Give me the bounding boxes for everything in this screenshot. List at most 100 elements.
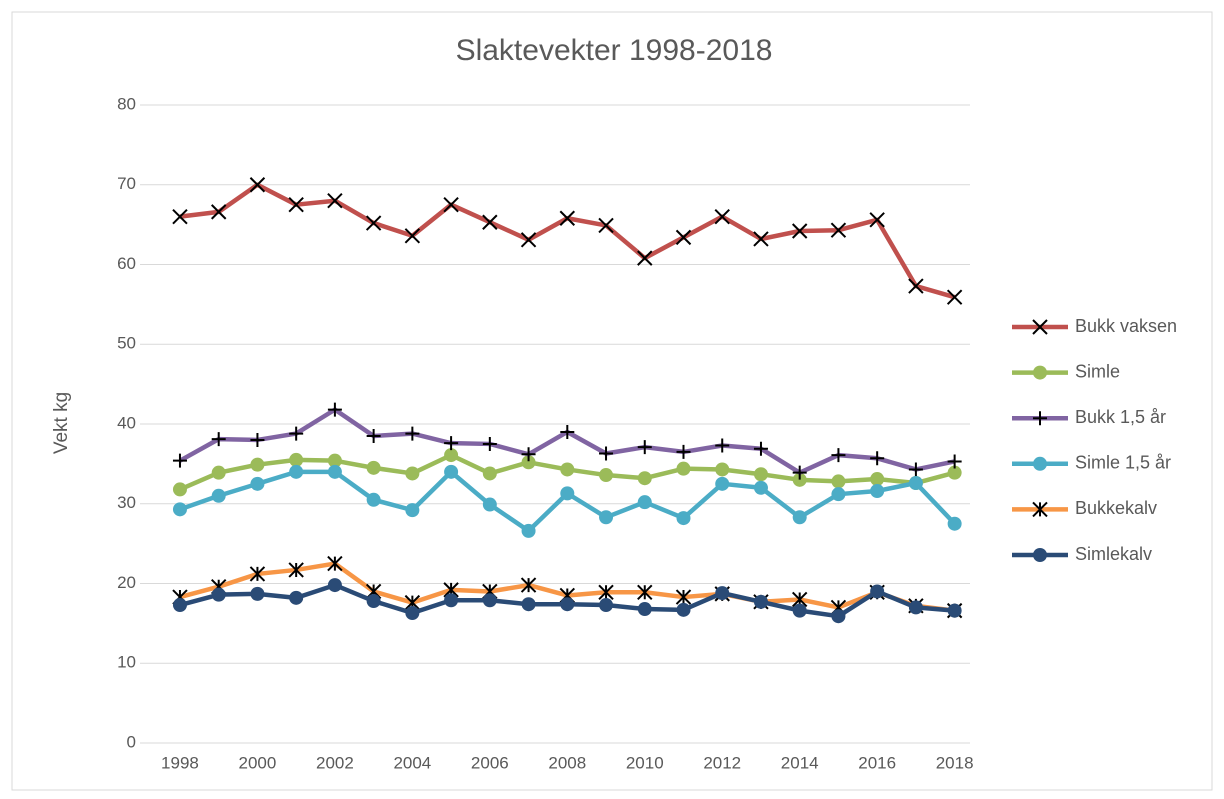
- point: [211, 488, 226, 503]
- point: [444, 593, 459, 608]
- series: [172, 177, 963, 305]
- point: [249, 566, 266, 582]
- point: [521, 523, 536, 538]
- point: [676, 511, 691, 526]
- y-tick-label: 20: [117, 573, 136, 592]
- point: [482, 497, 497, 512]
- point: [366, 460, 381, 475]
- point: [792, 465, 807, 480]
- legend-marker: [1032, 501, 1048, 518]
- point: [831, 609, 846, 624]
- point: [559, 210, 576, 226]
- legend-label: Bukkekalv: [1075, 498, 1157, 518]
- point: [288, 196, 304, 213]
- point: [715, 476, 730, 491]
- point: [172, 502, 187, 517]
- x-tick-label: 2012: [703, 753, 741, 772]
- point: [676, 461, 691, 476]
- point: [172, 482, 187, 497]
- point: [211, 587, 226, 602]
- point: [444, 464, 459, 479]
- point: [831, 474, 846, 489]
- point: [714, 208, 730, 225]
- point: [599, 468, 614, 483]
- point: [405, 606, 420, 621]
- point: [676, 602, 691, 617]
- point: [870, 483, 885, 498]
- point: [675, 229, 692, 246]
- y-tick-label: 60: [117, 254, 136, 273]
- point: [753, 441, 768, 456]
- x-tick-label: 2014: [781, 753, 819, 772]
- point: [676, 444, 691, 459]
- point: [560, 462, 575, 477]
- point: [521, 597, 536, 612]
- x-tick-label: 1998: [161, 753, 199, 772]
- point: [210, 204, 227, 220]
- point: [831, 487, 846, 502]
- point: [637, 495, 652, 510]
- point: [365, 215, 382, 231]
- point: [947, 516, 962, 531]
- point: [327, 453, 342, 468]
- point: [250, 457, 265, 472]
- x-tick-label: 2008: [548, 753, 586, 772]
- legend-marker: [1033, 548, 1047, 562]
- point: [598, 217, 614, 234]
- point: [172, 453, 187, 468]
- y-tick-label: 80: [117, 94, 136, 113]
- point: [560, 597, 575, 612]
- point: [715, 462, 730, 477]
- point: [947, 603, 962, 618]
- x-tick-label: 2016: [858, 753, 896, 772]
- y-tick-label: 10: [117, 653, 136, 672]
- point: [908, 476, 923, 491]
- point: [792, 510, 807, 525]
- point: [327, 578, 342, 593]
- legend-marker: [1033, 456, 1047, 471]
- point: [172, 208, 188, 225]
- point: [560, 486, 575, 501]
- series: [172, 402, 962, 480]
- y-axis-label: Vekt kg: [51, 392, 72, 454]
- point: [289, 426, 304, 441]
- point: [444, 448, 459, 463]
- point: [792, 603, 807, 618]
- point: [289, 590, 304, 605]
- y-tick-label: 0: [127, 732, 136, 751]
- chart-title: Slaktevekter 1998-2018: [456, 34, 773, 67]
- point: [753, 467, 768, 482]
- point: [211, 465, 226, 480]
- x-tick-label: 2002: [316, 753, 354, 772]
- x-tick-label: 2000: [239, 753, 277, 772]
- point: [289, 452, 304, 467]
- series: [172, 464, 962, 538]
- point: [482, 214, 498, 230]
- point: [870, 451, 885, 466]
- point: [327, 402, 342, 417]
- point: [753, 480, 768, 495]
- legend-marker: [1032, 319, 1048, 335]
- point: [327, 555, 343, 572]
- point: [831, 448, 846, 463]
- series: [172, 448, 962, 497]
- point: [521, 447, 536, 462]
- point: [366, 594, 381, 609]
- point: [908, 278, 924, 294]
- point: [947, 465, 962, 480]
- point: [404, 228, 421, 244]
- point: [520, 232, 537, 248]
- x-tick-label: 2010: [626, 753, 664, 772]
- y-tick-label: 30: [117, 493, 136, 512]
- legend-label: Bukk 1,5 år: [1075, 407, 1166, 427]
- point: [482, 436, 497, 451]
- point: [599, 446, 614, 461]
- point: [405, 426, 420, 441]
- point: [366, 492, 381, 507]
- y-tick-label: 70: [117, 174, 136, 193]
- point: [327, 192, 343, 209]
- point: [599, 598, 614, 613]
- point: [637, 440, 652, 455]
- point: [482, 466, 497, 481]
- y-tick-label: 50: [117, 334, 136, 353]
